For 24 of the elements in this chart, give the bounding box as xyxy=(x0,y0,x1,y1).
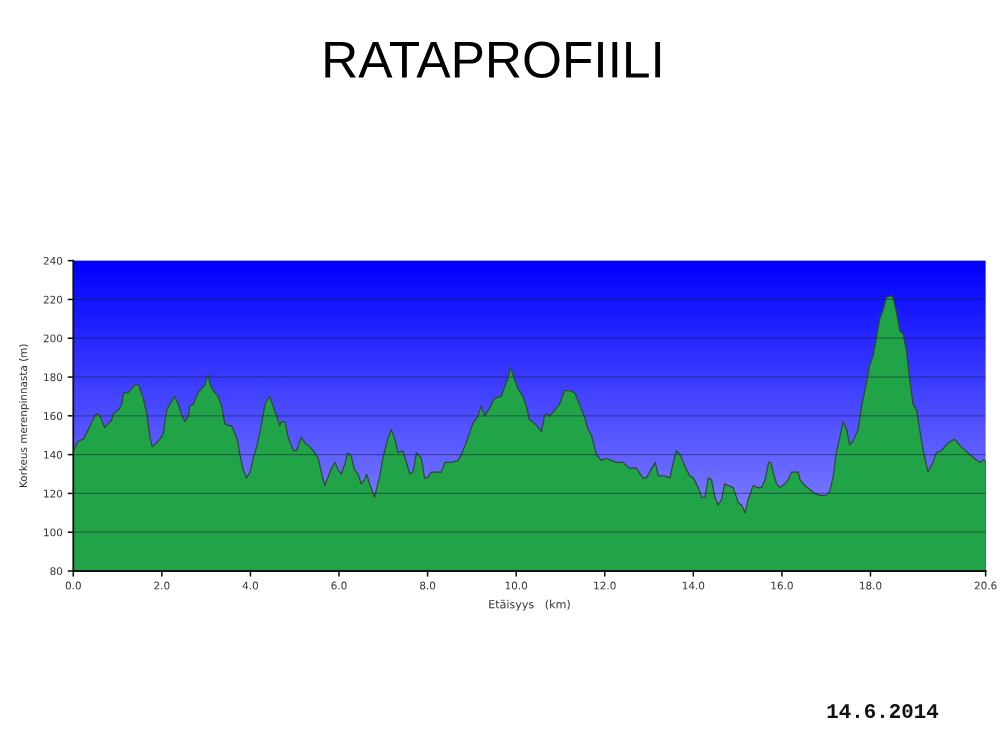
x-tick-label: 2.0 xyxy=(154,581,170,590)
y-tick-label: 220 xyxy=(43,295,63,304)
x-tick-label: 10.0 xyxy=(505,581,528,590)
x-tick-label: 14.0 xyxy=(682,581,705,590)
y-tick-label: 140 xyxy=(44,450,63,459)
y-tick-label: 200 xyxy=(43,334,63,343)
x-tick-label: 4.0 xyxy=(242,581,259,590)
y-tick-label: 160 xyxy=(44,412,63,420)
y-tick-label: 120 xyxy=(44,489,63,498)
x-tick-label: 6.0 xyxy=(331,581,347,590)
x-axis-title: Etäisyys (km) xyxy=(489,599,570,611)
y-axis-title: Korkeus merenpinnasta (m) xyxy=(19,344,30,488)
y-tick-label: 80 xyxy=(50,567,63,576)
x-tick-label: 12.0 xyxy=(594,581,616,590)
y-tick-label: 180 xyxy=(44,373,63,382)
x-tick-label: 18.0 xyxy=(860,581,882,590)
x-tick-label: 16.0 xyxy=(771,581,793,590)
y-tick-label: 100 xyxy=(44,528,63,537)
chart-title: RATAPROFIILI xyxy=(325,41,661,78)
x-tick-label: 8.0 xyxy=(420,581,436,590)
x-tick-label: 0.0 xyxy=(65,581,81,590)
y-tick-label: 240 xyxy=(43,256,63,265)
x-tick-label: 20.6 xyxy=(974,581,997,590)
text: 14.6.2014 xyxy=(827,703,939,719)
